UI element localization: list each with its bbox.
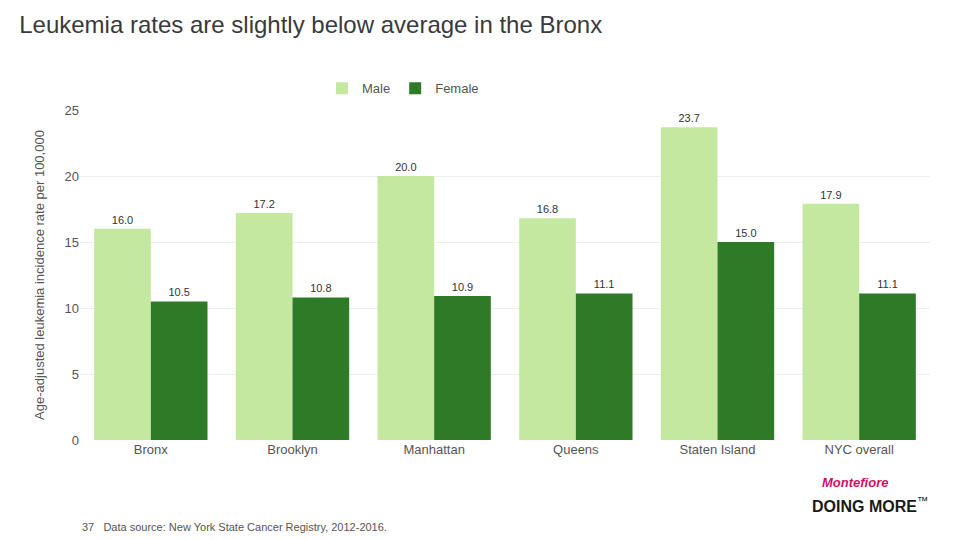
svg-text:Manhattan: Manhattan [403,442,464,457]
svg-text:11.1: 11.1 [594,278,615,290]
svg-text:17.9: 17.9 [820,189,841,201]
svg-text:11.1: 11.1 [877,278,898,290]
svg-text:17.2: 17.2 [253,198,274,210]
svg-text:Bronx: Bronx [134,442,168,457]
svg-text:Brooklyn: Brooklyn [267,442,318,457]
svg-text:10: 10 [65,301,79,316]
svg-text:Male: Male [362,81,390,96]
svg-text:Leukemia rates are slightly be: Leukemia rates are slightly below averag… [19,11,602,38]
svg-text:NYC overall: NYC overall [824,442,893,457]
svg-text:10.9: 10.9 [452,281,473,293]
svg-text:Age-adjusted leukemia incidenc: Age-adjusted leukemia incidence rate per… [32,130,47,420]
svg-text:15: 15 [65,235,79,250]
svg-text:23.7: 23.7 [678,112,699,124]
svg-text:10.5: 10.5 [168,286,189,298]
svg-text:DOING MORE​™​: DOING MORE​™​ [812,495,928,515]
svg-text:25: 25 [65,103,79,118]
svg-text:Montefiore: Montefiore [822,475,888,490]
svg-text:37 Data source: New York Sta: 37 Data source: New York State Cancer Re… [82,521,387,533]
svg-text:20.0: 20.0 [395,161,416,173]
svg-text:0: 0 [72,433,79,448]
svg-text:5: 5 [72,367,79,382]
svg-text:10.8: 10.8 [310,282,331,294]
svg-text:Queens: Queens [553,442,599,457]
svg-text:Female: Female [435,81,478,96]
svg-text:20: 20 [65,169,79,184]
svg-text:16.0: 16.0 [112,214,133,226]
svg-text:15.0: 15.0 [735,227,756,239]
svg-text:16.8: 16.8 [537,203,558,215]
svg-text:Staten Island: Staten Island [680,442,756,457]
